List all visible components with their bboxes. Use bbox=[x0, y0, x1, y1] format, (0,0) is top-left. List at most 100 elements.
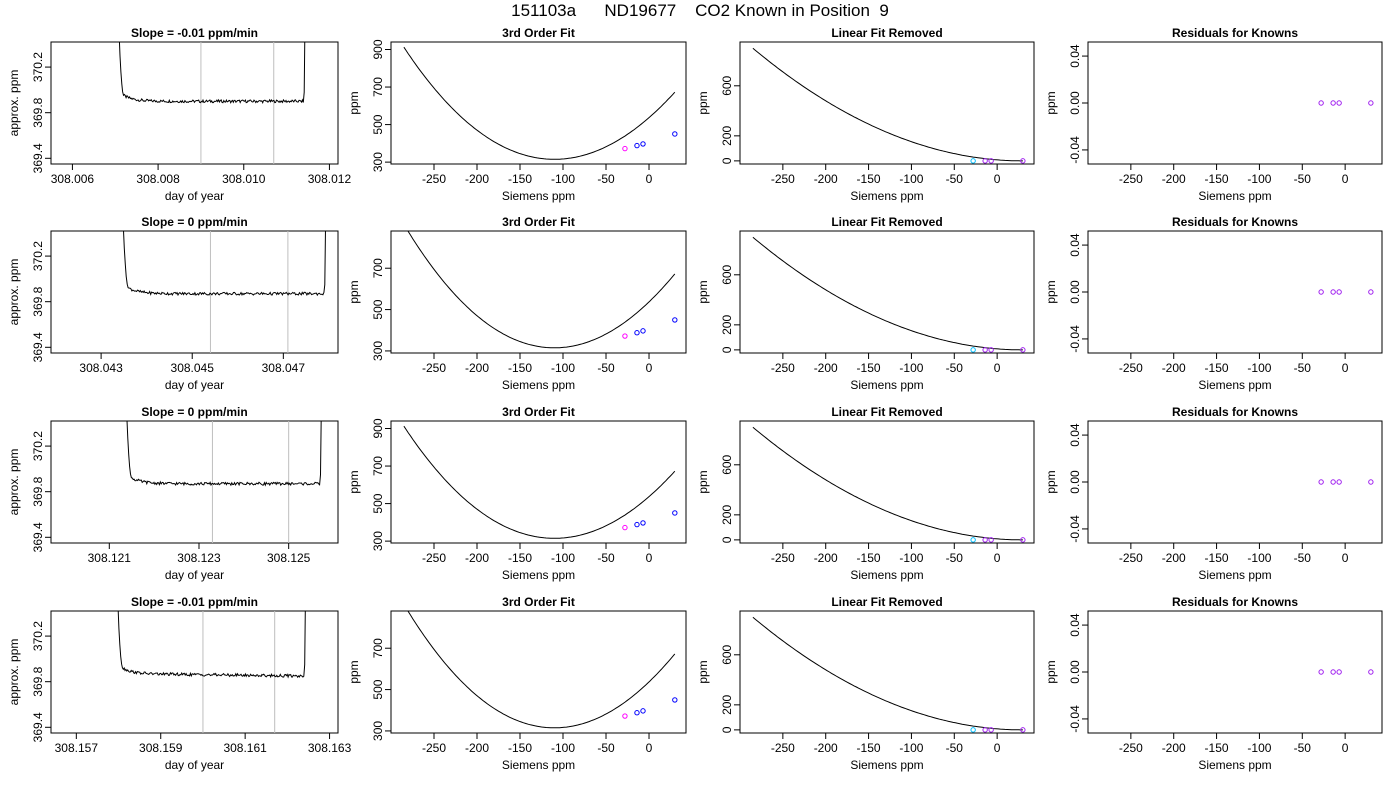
x-tick-label: 0 bbox=[994, 172, 1001, 186]
y-tick-label: 200 bbox=[720, 695, 734, 715]
y-tick-label: 600 bbox=[720, 454, 734, 474]
y-tick-label: 200 bbox=[720, 126, 734, 146]
y-tick-label: 369.8 bbox=[31, 476, 45, 506]
data-point bbox=[634, 710, 640, 716]
x-axis-label: Siemens ppm bbox=[1198, 758, 1271, 772]
y-axis-label: ppm bbox=[347, 660, 361, 683]
y-axis-label: ppm bbox=[1044, 280, 1058, 303]
data-point bbox=[1330, 669, 1336, 675]
y-tick-label: 500 bbox=[371, 679, 385, 699]
panel-title: Residuals for Knowns bbox=[1172, 215, 1298, 229]
x-tick-label: -250 bbox=[422, 172, 446, 186]
figure-title: 151103a ND19677 CO2 Known in Position 9 bbox=[511, 1, 889, 20]
x-tick-label: -150 bbox=[508, 172, 532, 186]
fit-curve bbox=[752, 616, 1023, 731]
plot-frame bbox=[50, 230, 339, 354]
data-point bbox=[1368, 289, 1374, 295]
x-tick-label: -200 bbox=[1162, 361, 1186, 375]
y-tick-label: 200 bbox=[720, 315, 734, 335]
y-tick-label: 0 bbox=[720, 157, 734, 164]
x-axis-label: day of year bbox=[165, 568, 224, 582]
y-axis-label: approx. ppm bbox=[7, 70, 21, 137]
x-tick-label: -250 bbox=[422, 551, 446, 565]
y-tick-label: -0.04 bbox=[1068, 515, 1082, 543]
x-axis-label: Siemens ppm bbox=[502, 378, 575, 392]
fit-curve bbox=[403, 46, 676, 160]
plot-frame bbox=[1087, 230, 1383, 354]
x-tick-label: 308.047 bbox=[262, 361, 306, 375]
plot-area bbox=[1318, 100, 1374, 106]
x-axis-label: Siemens ppm bbox=[1198, 378, 1271, 392]
data-point bbox=[1368, 100, 1374, 106]
y-tick-label: -0.04 bbox=[1068, 705, 1082, 733]
data-point bbox=[672, 317, 678, 323]
x-tick-label: -250 bbox=[1119, 172, 1143, 186]
data-point bbox=[622, 713, 628, 719]
data-point bbox=[672, 131, 678, 137]
fit-curve bbox=[407, 611, 676, 729]
x-tick-label: 308.008 bbox=[136, 172, 180, 186]
panel-title: 3rd Order Fit bbox=[502, 26, 575, 40]
panel-linear-removed-row1: Linear Fit Removed -250 -200 -150 -100 -50 0 0 2… bbox=[696, 26, 1035, 203]
x-axis-label: Siemens ppm bbox=[1198, 568, 1271, 582]
x-tick-label: -100 bbox=[899, 741, 923, 755]
plot-frame bbox=[739, 41, 1035, 165]
y-tick-label: 0.00 bbox=[1068, 91, 1082, 115]
plot-area bbox=[752, 426, 1026, 543]
plot-area bbox=[752, 236, 1026, 353]
y-axis-label: ppm bbox=[347, 91, 361, 114]
x-tick-label: -50 bbox=[946, 741, 964, 755]
y-tick-label: 0 bbox=[720, 346, 734, 353]
x-tick-label: -100 bbox=[551, 172, 575, 186]
panel-title: Linear Fit Removed bbox=[831, 405, 942, 419]
fit-curve bbox=[752, 426, 1023, 541]
y-axis-label: ppm bbox=[347, 470, 361, 493]
data-point bbox=[1336, 289, 1342, 295]
data-point bbox=[970, 537, 976, 543]
x-tick-label: -250 bbox=[771, 741, 795, 755]
y-tick-label: 369.4 bbox=[31, 143, 45, 173]
x-tick-label: -50 bbox=[597, 551, 615, 565]
x-tick-label: 0 bbox=[1342, 551, 1349, 565]
x-tick-label: 308.012 bbox=[308, 172, 352, 186]
x-tick-label: -50 bbox=[946, 172, 964, 186]
panel-time-series-row3: Slope = 0 ppm/min 308.121 308.123 308.125 36… bbox=[7, 405, 339, 582]
x-axis-label: Siemens ppm bbox=[502, 189, 575, 203]
y-tick-label: 700 bbox=[371, 456, 385, 476]
y-tick-label: 369.8 bbox=[31, 286, 45, 316]
panel-title: Slope = -0.01 ppm/min bbox=[131, 595, 258, 609]
data-point bbox=[634, 330, 640, 336]
y-axis-label: approx. ppm bbox=[7, 259, 21, 326]
plot-frame bbox=[739, 610, 1035, 734]
data-point bbox=[982, 537, 988, 543]
panel-linear-removed-row3: Linear Fit Removed -250 -200 -150 -100 -50 0 0 2… bbox=[696, 405, 1035, 582]
x-tick-label: 0 bbox=[994, 551, 1001, 565]
data-point bbox=[640, 328, 646, 334]
x-tick-label: -100 bbox=[1247, 361, 1271, 375]
panel-fit-row2: 3rd Order Fit -250 -200 -150 -100 -50 0 300 500 7… bbox=[347, 215, 687, 392]
x-tick-label: -150 bbox=[857, 741, 881, 755]
panel-residuals-row4: Residuals for Knowns -250 -200 -150 -100 -50 0… bbox=[1044, 595, 1383, 772]
y-tick-label: 370.2 bbox=[31, 621, 45, 651]
data-point bbox=[640, 520, 646, 526]
x-axis-label: Siemens ppm bbox=[1198, 189, 1271, 203]
plot-area bbox=[752, 616, 1026, 733]
data-point bbox=[1330, 100, 1336, 106]
y-tick-label: 369.8 bbox=[31, 97, 45, 127]
data-point bbox=[1318, 289, 1324, 295]
y-tick-label: 0.00 bbox=[1068, 660, 1082, 684]
x-tick-label: 308.045 bbox=[171, 361, 215, 375]
data-point bbox=[988, 537, 994, 543]
data-point bbox=[1336, 669, 1342, 675]
y-tick-label: 0.04 bbox=[1068, 44, 1082, 68]
x-tick-label: -250 bbox=[1119, 741, 1143, 755]
plot-area bbox=[1318, 289, 1374, 295]
y-tick-label: 700 bbox=[371, 77, 385, 97]
x-tick-label: -50 bbox=[1294, 741, 1312, 755]
plot-frame bbox=[390, 41, 687, 165]
y-tick-label: 600 bbox=[720, 75, 734, 95]
panel-title: Residuals for Knowns bbox=[1172, 26, 1298, 40]
x-tick-label: -50 bbox=[946, 551, 964, 565]
y-axis-label: ppm bbox=[1044, 660, 1058, 683]
x-axis-label: Siemens ppm bbox=[502, 758, 575, 772]
